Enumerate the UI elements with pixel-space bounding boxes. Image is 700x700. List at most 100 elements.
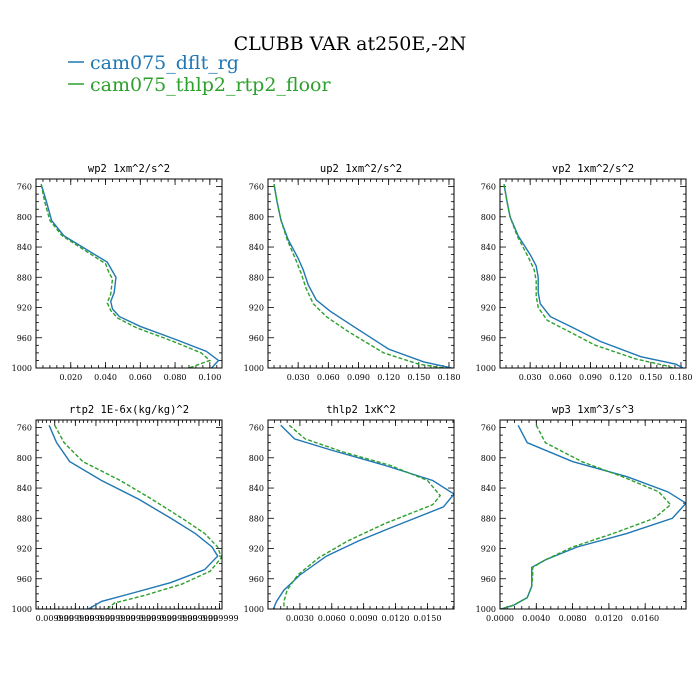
- y-tick-label: 920: [249, 304, 264, 313]
- x-tick-label: 0.180: [438, 373, 461, 382]
- panel-frame: [267, 178, 455, 369]
- series-line-dflt: [40, 184, 220, 368]
- y-tick-label: 840: [17, 484, 32, 493]
- y-tick-label: 800: [249, 454, 264, 463]
- y-tick-label: 1000: [244, 605, 264, 614]
- x-tick-label: 0.060: [317, 373, 340, 382]
- y-tick-label: 760: [249, 424, 264, 433]
- x-tick-label: 0.060: [129, 373, 152, 382]
- panel-1: wp2 1xm^2/s^2 760 800 840 880 920 960 1000 0.020…: [12, 163, 223, 382]
- x-tick-label: 0.009999: [159, 614, 197, 623]
- y-tick-label: 760: [481, 424, 496, 433]
- panel-5: thlp2 1xK^2 760 800 840 880 920 960 1000 0.0030 0…: [244, 404, 455, 623]
- x-tick-label: 0.060: [549, 373, 572, 382]
- x-tick-label: 0.0120: [595, 614, 623, 623]
- panel-2: up2 1xm^2/s^2 760 800 840 880 920 960 1000 0.030…: [244, 163, 461, 382]
- x-tick-label: 0.009999: [139, 614, 177, 623]
- x-tick-label: 0.009999: [200, 614, 238, 623]
- panel-title: thlp2 1xK^2: [326, 404, 396, 416]
- x-tick-label: 0.090: [579, 373, 602, 382]
- panel-6: wp3 1xm^3/s^3 760 800 840 880 920 960 10000.000…: [476, 404, 687, 623]
- panel-frame: [267, 419, 455, 610]
- panel-title: rtp2 1E-6x(kg/kg)^2: [69, 404, 189, 416]
- series-line-floor: [40, 184, 212, 368]
- x-tick-label: 0.120: [609, 373, 632, 382]
- x-tick-label: 0.0040: [522, 614, 550, 623]
- y-tick-label: 1000: [12, 605, 32, 614]
- series-line-dflt: [272, 424, 454, 609]
- x-tick-label: 0.080: [164, 373, 187, 382]
- legend-entry-dflt: cam075_dflt_rg: [68, 52, 239, 74]
- y-tick-label: 920: [481, 304, 496, 313]
- y-tick-label: 920: [481, 545, 496, 554]
- panel-title: wp2 1xm^2/s^2: [88, 163, 170, 175]
- x-tick-label: 0.150: [639, 373, 662, 382]
- x-tick-label: 0.0120: [382, 614, 410, 623]
- y-tick-label: 1000: [244, 364, 264, 373]
- x-tick-label: 0.009999: [36, 614, 74, 623]
- y-tick-label: 840: [249, 484, 264, 493]
- y-tick-label: 880: [249, 514, 264, 523]
- series-line-dflt: [48, 425, 219, 609]
- y-tick-label: 960: [249, 334, 264, 343]
- y-tick-label: 960: [17, 334, 32, 343]
- figure-title: CLUBB VAR at250E,-2N: [234, 33, 467, 55]
- y-tick-label: 1000: [476, 605, 496, 614]
- x-tick-label: 0.090: [347, 373, 370, 382]
- x-tick-label: 0.020: [59, 373, 82, 382]
- y-tick-label: 960: [481, 334, 496, 343]
- y-tick-label: 920: [17, 304, 32, 313]
- y-tick-label: 960: [17, 575, 32, 584]
- x-tick-label: 0.0090: [350, 614, 378, 623]
- legend-entry-floor: cam075_thlp2_rtp2_floor: [68, 74, 331, 96]
- x-tick-label: 0.120: [377, 373, 400, 382]
- panel-frame: [499, 178, 687, 369]
- x-tick-label: 0.150: [407, 373, 430, 382]
- x-tick-label: 0.0080: [559, 614, 587, 623]
- panel-frame: [35, 419, 223, 610]
- x-tick-label: 0.100: [198, 373, 221, 382]
- legend-label-dflt: cam075_dflt_rg: [90, 52, 239, 74]
- y-tick-label: 840: [481, 243, 496, 252]
- y-tick-label: 760: [17, 183, 32, 192]
- x-tick-label: 0.180: [670, 373, 693, 382]
- y-tick-label: 840: [249, 243, 264, 252]
- y-tick-label: 1000: [476, 364, 496, 373]
- series-line-floor: [503, 184, 674, 368]
- x-tick-label: 0.009999: [118, 614, 156, 623]
- panel-frame: [35, 178, 223, 369]
- series-line-floor: [273, 184, 445, 368]
- y-tick-label: 840: [17, 243, 32, 252]
- series-line-floor: [283, 424, 442, 609]
- x-tick-label: 0.030: [519, 373, 542, 382]
- y-tick-label: 800: [481, 213, 496, 222]
- x-tick-label: 0.009999: [97, 614, 135, 623]
- series-line-floor: [500, 424, 672, 609]
- x-tick-label: 0.009999: [180, 614, 218, 623]
- y-tick-label: 760: [17, 424, 32, 433]
- y-tick-label: 920: [249, 545, 264, 554]
- y-tick-label: 800: [17, 213, 32, 222]
- y-tick-label: 760: [481, 183, 496, 192]
- y-tick-label: 800: [17, 454, 32, 463]
- legend: cam075_dflt_rg cam075_thlp2_rtp2_floor: [68, 52, 331, 96]
- panel-frame: [499, 419, 687, 610]
- y-tick-label: 800: [481, 454, 496, 463]
- legend-label-floor: cam075_thlp2_rtp2_floor: [90, 74, 331, 96]
- y-tick-label: 880: [481, 273, 496, 282]
- y-tick-label: 960: [481, 575, 496, 584]
- y-tick-label: 1000: [12, 364, 32, 373]
- x-tick-label: 0.009999: [77, 614, 115, 623]
- x-tick-label: 0.0060: [318, 614, 346, 623]
- x-tick-label: 0.040: [94, 373, 117, 382]
- panel-title: up2 1xm^2/s^2: [320, 163, 402, 175]
- y-tick-label: 960: [249, 575, 264, 584]
- x-tick-label: 0.0150: [413, 614, 441, 623]
- x-tick-label: 0.0030: [286, 614, 314, 623]
- y-tick-label: 880: [249, 273, 264, 282]
- panel-3: vp2 1xm^2/s^2 760 800 840 880 920 960 1000 0.030…: [476, 163, 693, 382]
- panels: wp2 1xm^2/s^2 760 800 840 880 920 960 1000 0.020…: [12, 163, 693, 623]
- y-tick-label: 880: [481, 514, 496, 523]
